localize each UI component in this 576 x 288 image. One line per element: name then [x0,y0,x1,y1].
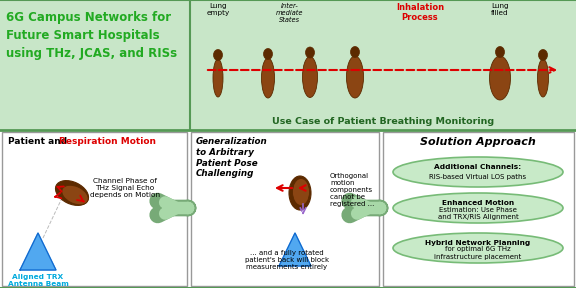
Text: Lung
filled: Lung filled [491,3,509,16]
Ellipse shape [302,56,317,98]
Text: Estimation: Use Phase
and TRX/RIS Alignment: Estimation: Use Phase and TRX/RIS Alignm… [438,206,518,219]
Text: Use Case of Patient Breathing Monitoring: Use Case of Patient Breathing Monitoring [272,117,494,126]
Text: using THz, JCAS, and RISs: using THz, JCAS, and RISs [6,48,177,60]
Text: Respiration Motion: Respiration Motion [59,137,156,146]
Ellipse shape [537,59,548,97]
Polygon shape [279,233,311,266]
Bar [383,132,574,286]
Ellipse shape [351,46,359,58]
Text: Additional Channels:: Additional Channels: [434,164,521,170]
Text: Lung
empty: Lung empty [206,3,230,16]
Ellipse shape [393,193,563,223]
Ellipse shape [214,50,222,60]
Text: for optimal 6G THz
infrastructure placement: for optimal 6G THz infrastructure placem… [434,247,522,259]
Ellipse shape [262,58,275,98]
Bar [2,132,187,286]
Polygon shape [20,233,56,270]
Ellipse shape [393,233,563,263]
Text: Enhanced Motion: Enhanced Motion [442,200,514,206]
Text: Inter-
mediate
States: Inter- mediate States [276,3,304,23]
Text: Solution Approach: Solution Approach [420,137,536,147]
Ellipse shape [495,46,505,58]
Ellipse shape [263,48,272,60]
Text: Future Smart Hospitals: Future Smart Hospitals [6,29,160,43]
Text: Orthogonal
motion
components
cannot be
registered ...: Orthogonal motion components cannot be r… [330,173,374,207]
Text: Patient and: Patient and [8,137,70,146]
Ellipse shape [55,181,89,205]
Text: Aligned TRX
Antenna Beam: Aligned TRX Antenna Beam [7,274,69,287]
Text: 6G Campus Networks for: 6G Campus Networks for [6,12,171,24]
Ellipse shape [289,176,311,210]
Ellipse shape [393,157,563,187]
Ellipse shape [490,56,510,100]
Ellipse shape [347,56,363,98]
Ellipse shape [305,47,314,58]
Text: Hybrid Network Planning: Hybrid Network Planning [425,240,530,246]
Bar [191,132,379,286]
Text: RIS-based Virtual LOS paths: RIS-based Virtual LOS paths [430,174,526,180]
Text: Generalization
to Arbitrary
Patient Pose
Challenging: Generalization to Arbitrary Patient Pose… [196,137,268,178]
Ellipse shape [213,59,223,97]
Text: ... and a fully rotated
patient's back will block
measurements entirely: ... and a fully rotated patient's back w… [245,250,329,270]
Ellipse shape [62,185,88,205]
Bar [0,0,576,130]
Text: Inhalation
Process: Inhalation Process [396,3,444,22]
Text: Channel Phase of
THz Signal Echo
depends on Motion: Channel Phase of THz Signal Echo depends… [90,178,160,198]
Ellipse shape [293,179,309,206]
Ellipse shape [539,50,548,60]
